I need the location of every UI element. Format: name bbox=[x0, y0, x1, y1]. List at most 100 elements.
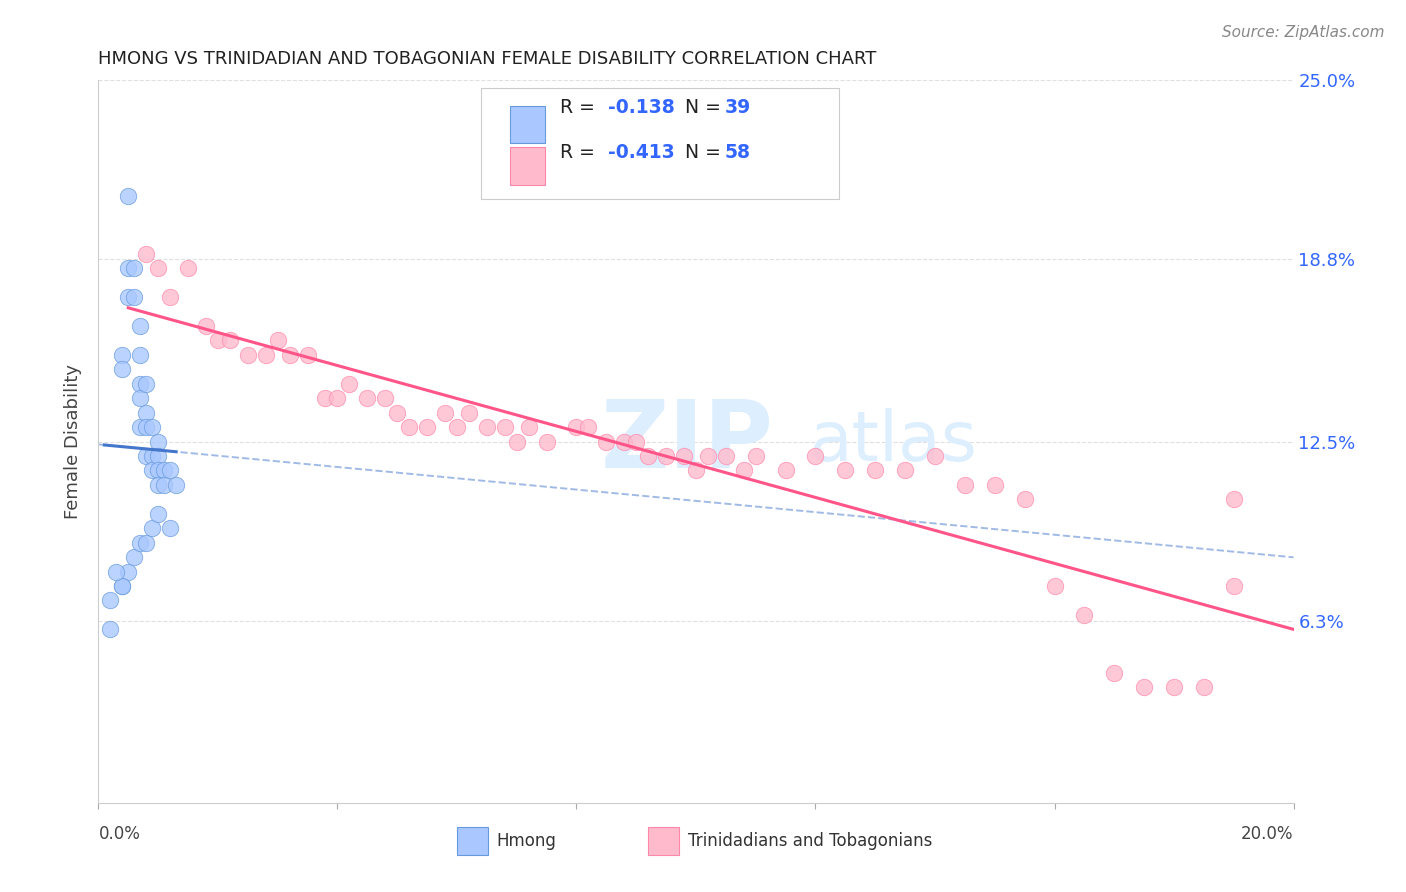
Point bbox=[894, 463, 917, 477]
Point bbox=[135, 535, 157, 549]
Point bbox=[267, 334, 290, 348]
Point bbox=[278, 348, 301, 362]
Point bbox=[536, 434, 558, 449]
Point bbox=[924, 449, 946, 463]
Point bbox=[745, 449, 768, 463]
Point bbox=[595, 434, 617, 449]
Point bbox=[98, 623, 122, 637]
Point bbox=[159, 521, 181, 535]
Text: 0.0%: 0.0% bbox=[98, 825, 141, 843]
Point bbox=[148, 434, 170, 449]
Point bbox=[159, 463, 181, 477]
Point bbox=[141, 521, 163, 535]
Point bbox=[1223, 579, 1246, 593]
Point bbox=[148, 449, 170, 463]
Point bbox=[565, 420, 588, 434]
Point bbox=[129, 420, 152, 434]
FancyBboxPatch shape bbox=[457, 828, 488, 855]
Point bbox=[129, 376, 152, 391]
Text: Source: ZipAtlas.com: Source: ZipAtlas.com bbox=[1222, 25, 1385, 40]
Text: ZIP: ZIP bbox=[600, 395, 773, 488]
Point bbox=[129, 535, 152, 549]
Point bbox=[578, 420, 600, 434]
Point bbox=[685, 463, 707, 477]
Point bbox=[1014, 492, 1036, 507]
Point bbox=[141, 420, 163, 434]
Text: 58: 58 bbox=[724, 143, 751, 162]
Text: Hmong: Hmong bbox=[496, 832, 557, 850]
Point bbox=[1043, 579, 1066, 593]
FancyBboxPatch shape bbox=[481, 87, 839, 200]
Point bbox=[385, 406, 409, 420]
Point bbox=[148, 507, 170, 521]
Text: -0.138: -0.138 bbox=[607, 97, 675, 117]
Point bbox=[475, 420, 498, 434]
Point bbox=[297, 348, 319, 362]
Text: 39: 39 bbox=[724, 97, 751, 117]
Point bbox=[111, 348, 134, 362]
Text: N =: N = bbox=[685, 97, 727, 117]
Point bbox=[148, 463, 170, 477]
Point bbox=[219, 334, 242, 348]
Point bbox=[111, 579, 134, 593]
Point bbox=[207, 334, 229, 348]
Text: -0.413: -0.413 bbox=[607, 143, 675, 162]
Point bbox=[637, 449, 659, 463]
Text: atlas: atlas bbox=[810, 408, 977, 475]
Point bbox=[673, 449, 696, 463]
Point bbox=[626, 434, 648, 449]
FancyBboxPatch shape bbox=[509, 147, 546, 185]
Point bbox=[159, 290, 181, 304]
Point bbox=[135, 246, 157, 260]
Text: R =: R = bbox=[560, 143, 600, 162]
Point bbox=[804, 449, 827, 463]
Point bbox=[148, 261, 170, 276]
Point bbox=[124, 550, 146, 565]
Point bbox=[129, 391, 152, 405]
Point bbox=[714, 449, 737, 463]
Point bbox=[141, 463, 163, 477]
Point bbox=[865, 463, 887, 477]
Point bbox=[153, 478, 176, 492]
Point bbox=[494, 420, 516, 434]
Text: HMONG VS TRINIDADIAN AND TOBAGONIAN FEMALE DISABILITY CORRELATION CHART: HMONG VS TRINIDADIAN AND TOBAGONIAN FEMA… bbox=[98, 50, 877, 68]
Point bbox=[775, 463, 797, 477]
Point bbox=[374, 391, 396, 405]
Point bbox=[124, 290, 146, 304]
Point bbox=[1104, 665, 1126, 680]
Point bbox=[434, 406, 457, 420]
Point bbox=[129, 318, 152, 333]
Point bbox=[105, 565, 128, 579]
Point bbox=[153, 463, 176, 477]
Point bbox=[1192, 680, 1215, 694]
Point bbox=[1223, 492, 1246, 507]
Point bbox=[135, 420, 157, 434]
Point bbox=[135, 376, 157, 391]
Point bbox=[111, 579, 134, 593]
Point bbox=[117, 261, 139, 276]
Point bbox=[356, 391, 378, 405]
Point bbox=[697, 449, 720, 463]
Point bbox=[339, 376, 361, 391]
Point bbox=[517, 420, 540, 434]
Text: Trinidadians and Tobagonians: Trinidadians and Tobagonians bbox=[688, 832, 932, 850]
Point bbox=[135, 406, 157, 420]
Point bbox=[117, 189, 139, 203]
Point bbox=[315, 391, 337, 405]
Point bbox=[236, 348, 259, 362]
FancyBboxPatch shape bbox=[509, 105, 546, 143]
Point bbox=[254, 348, 277, 362]
Point bbox=[613, 434, 636, 449]
Point bbox=[148, 478, 170, 492]
Point bbox=[416, 420, 439, 434]
Point bbox=[506, 434, 529, 449]
Point bbox=[1133, 680, 1156, 694]
Point bbox=[165, 478, 187, 492]
Point bbox=[984, 478, 1007, 492]
Point bbox=[398, 420, 420, 434]
Point bbox=[117, 565, 139, 579]
Point bbox=[458, 406, 481, 420]
Point bbox=[129, 348, 152, 362]
Point bbox=[953, 478, 976, 492]
FancyBboxPatch shape bbox=[648, 828, 679, 855]
